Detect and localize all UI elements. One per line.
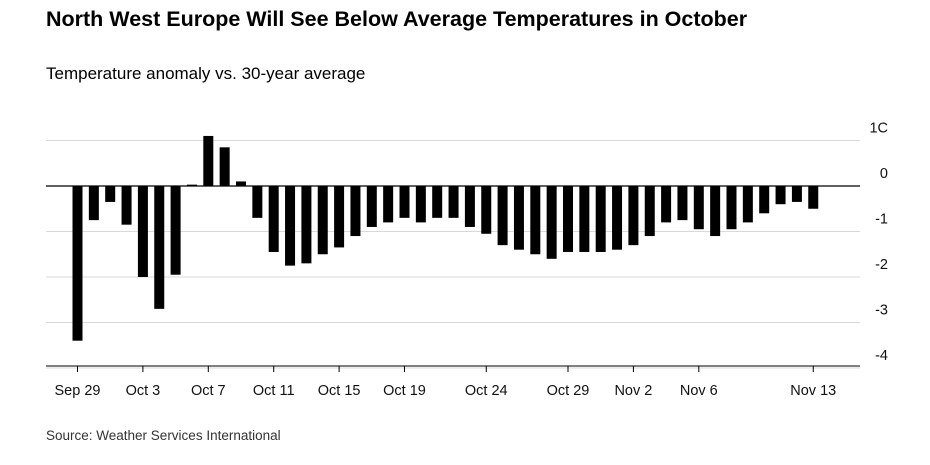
bar: [775, 186, 786, 205]
bar: [726, 186, 737, 230]
bar: [464, 186, 475, 227]
x-tick-label: Nov 13: [790, 383, 836, 399]
bar: [203, 135, 214, 186]
bar: [497, 186, 508, 246]
bar: [530, 186, 541, 255]
bar: [677, 186, 688, 221]
x-tick-label: Oct 29: [547, 383, 590, 399]
bar: [137, 186, 148, 277]
bar: [759, 186, 770, 214]
bar: [742, 186, 753, 223]
bar: [710, 186, 721, 237]
bar: [350, 186, 361, 237]
x-tick-label: Nov 6: [680, 383, 718, 399]
bar: [252, 186, 263, 218]
bars: [72, 135, 819, 341]
bar: [628, 186, 639, 246]
bar: [154, 186, 165, 309]
source-note: Source: Weather Services International: [46, 428, 281, 443]
y-tick-label: -3: [875, 303, 888, 319]
x-tick-label: Oct 24: [465, 383, 508, 399]
bar-chart: 1C 0 -1 -2 -3 -4 Sep 29 Oct 3 Oct 7 Oct 11 Oct 15…: [46, 121, 888, 399]
bar: [432, 186, 443, 218]
bar: [808, 186, 819, 209]
y-tick-label: 0: [880, 166, 888, 182]
bar: [301, 186, 312, 264]
x-axis: Sep 29 Oct 3 Oct 7 Oct 11 Oct 15 Oct 19 Oct 24…: [46, 365, 860, 399]
bar: [366, 186, 377, 227]
bar: [415, 186, 426, 223]
bar: [383, 186, 394, 223]
bar: [399, 186, 410, 218]
bar: [105, 186, 116, 202]
y-axis: 1C 0 -1 -2 -3 -4: [869, 121, 888, 365]
bar: [72, 186, 83, 341]
x-tick-label: Oct 15: [318, 383, 361, 399]
y-tick-label: -2: [875, 257, 888, 273]
bar: [236, 181, 246, 186]
bar: [285, 186, 296, 266]
bar: [448, 186, 459, 218]
bar: [661, 186, 672, 223]
bar: [268, 186, 279, 252]
chart-subtitle: Temperature anomaly vs. 30-year average: [46, 64, 366, 83]
bar: [481, 186, 492, 234]
y-tick-label: -4: [875, 348, 888, 364]
x-tick-label: Oct 3: [126, 383, 161, 399]
bar: [186, 184, 197, 186]
x-tick-label: Sep 29: [55, 383, 101, 399]
bar: [612, 186, 623, 250]
bar: [563, 186, 573, 252]
bar: [791, 186, 802, 202]
gridlines: [46, 140, 860, 369]
bar: [595, 186, 606, 252]
bar: [546, 186, 557, 259]
x-tick-label: Oct 11: [253, 383, 295, 399]
bar: [579, 186, 590, 252]
bar: [513, 186, 524, 250]
x-tick-label: Oct 19: [383, 383, 426, 399]
y-tick-label: 1C: [869, 121, 888, 137]
bar: [219, 147, 230, 186]
bar: [693, 186, 704, 230]
bar: [334, 186, 345, 248]
bar: [170, 186, 181, 275]
bar: [317, 186, 328, 255]
bar: [644, 186, 655, 237]
bar: [121, 186, 132, 225]
y-tick-label: -1: [875, 212, 888, 228]
x-tick-label: Nov 2: [614, 383, 652, 399]
chart-title: North West Europe Will See Below Average…: [46, 7, 748, 31]
x-tick-label: Oct 7: [191, 383, 226, 399]
bar: [88, 186, 99, 221]
